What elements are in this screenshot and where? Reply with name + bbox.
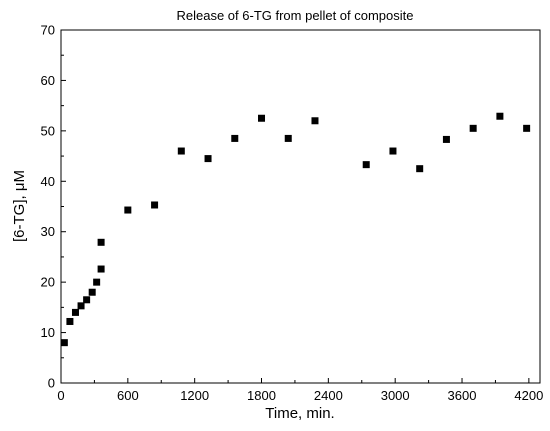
x-tick-label: 600 bbox=[117, 388, 139, 403]
x-tick-label: 0 bbox=[57, 388, 64, 403]
data-point bbox=[258, 114, 266, 122]
chart-title: Release of 6-TG from pellet of composite bbox=[177, 8, 414, 23]
plot-frame bbox=[60, 29, 541, 384]
data-point bbox=[151, 201, 159, 209]
data-point bbox=[77, 302, 85, 310]
x-tick-label: 4200 bbox=[514, 388, 543, 403]
y-axis-label: [6-TG], μM bbox=[11, 170, 28, 242]
y-tick-label: 60 bbox=[41, 73, 55, 88]
x-tick-label: 2400 bbox=[314, 388, 343, 403]
y-tick-label: 40 bbox=[41, 174, 55, 189]
data-points bbox=[60, 112, 531, 347]
data-point bbox=[93, 278, 101, 286]
data-point bbox=[71, 308, 79, 316]
data-point bbox=[523, 124, 531, 132]
data-point bbox=[97, 265, 105, 273]
data-point bbox=[83, 296, 91, 304]
axis-ticks: 0 600 1200 1800 2400 3000 3600 4200 0 10 20 30 40 50 6… bbox=[41, 23, 544, 404]
y-tick-label: 30 bbox=[41, 224, 55, 239]
data-point bbox=[124, 206, 132, 214]
data-point bbox=[88, 288, 96, 296]
data-point bbox=[311, 117, 319, 125]
x-tick-label: 1800 bbox=[247, 388, 276, 403]
x-axis-label: Time, min. bbox=[265, 405, 334, 422]
x-tick-label: 3600 bbox=[448, 388, 477, 403]
data-point bbox=[66, 317, 74, 325]
data-point bbox=[362, 161, 370, 169]
y-tick-label: 10 bbox=[41, 325, 55, 340]
data-point bbox=[496, 112, 504, 120]
data-point bbox=[469, 124, 477, 132]
data-point bbox=[389, 147, 397, 155]
y-tick-label: 50 bbox=[41, 123, 55, 138]
y-tick-label: 0 bbox=[48, 376, 55, 391]
y-tick-label: 70 bbox=[41, 23, 55, 38]
data-point bbox=[284, 134, 292, 142]
x-tick-label: 3000 bbox=[381, 388, 410, 403]
data-point bbox=[231, 134, 239, 142]
data-point bbox=[97, 238, 105, 246]
y-tick-label: 20 bbox=[41, 275, 55, 290]
x-tick-label: 1200 bbox=[180, 388, 209, 403]
data-point bbox=[204, 155, 212, 163]
data-point bbox=[177, 147, 185, 155]
data-point bbox=[416, 165, 424, 173]
data-point bbox=[60, 339, 68, 347]
data-point bbox=[442, 135, 450, 143]
